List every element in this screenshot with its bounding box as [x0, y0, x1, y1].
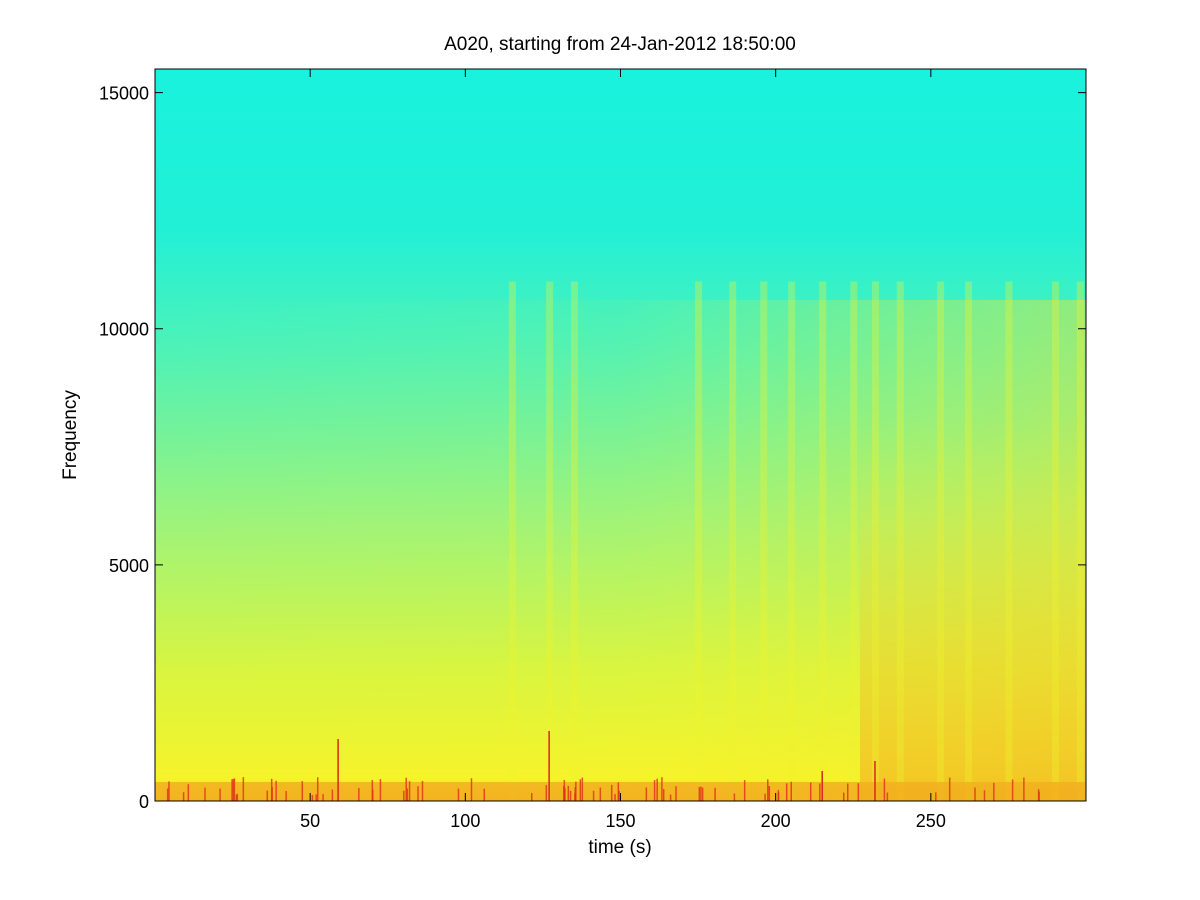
transient-streak	[1051, 281, 1059, 801]
low-frequency-spikes	[166, 731, 1040, 801]
transient-streak	[729, 281, 737, 801]
x-tick-label: 100	[450, 811, 480, 831]
y-tick-label: 5000	[109, 556, 149, 576]
y-tick-label: 0	[139, 792, 149, 812]
transient-streak	[508, 281, 516, 801]
transient-streak	[570, 281, 578, 801]
x-tick-label: 200	[761, 811, 791, 831]
transient-streak	[695, 281, 703, 801]
vertical-transients	[508, 281, 1084, 801]
transient-streak	[819, 281, 827, 801]
y-axis: 0 5000 10000 15000	[99, 84, 1086, 812]
transient-streak	[850, 281, 858, 801]
x-tick-label: 50	[300, 811, 320, 831]
transient-streak	[1005, 281, 1013, 801]
spectrogram-energy-corner	[860, 420, 1086, 801]
transient-streak	[896, 281, 904, 801]
transient-streak	[871, 281, 879, 801]
transient-streak	[1076, 281, 1084, 801]
transient-streak	[546, 281, 554, 801]
y-tick-label: 10000	[99, 320, 149, 340]
y-tick-label: 15000	[99, 84, 149, 104]
x-tick-label: 150	[605, 811, 635, 831]
transient-streak	[788, 281, 796, 801]
y-axis-label: Frequency	[60, 390, 81, 480]
x-axis-label: time (s)	[588, 837, 651, 858]
x-axis: 50 100 150 200 250	[300, 69, 946, 831]
transient-streak	[965, 281, 973, 801]
chart-title: A020, starting from 24-Jan-2012 18:50:00	[444, 34, 796, 55]
low-frequency-band	[155, 782, 1086, 801]
transient-streak	[937, 281, 945, 801]
x-tick-label: 250	[916, 811, 946, 831]
transient-streak	[760, 281, 768, 801]
